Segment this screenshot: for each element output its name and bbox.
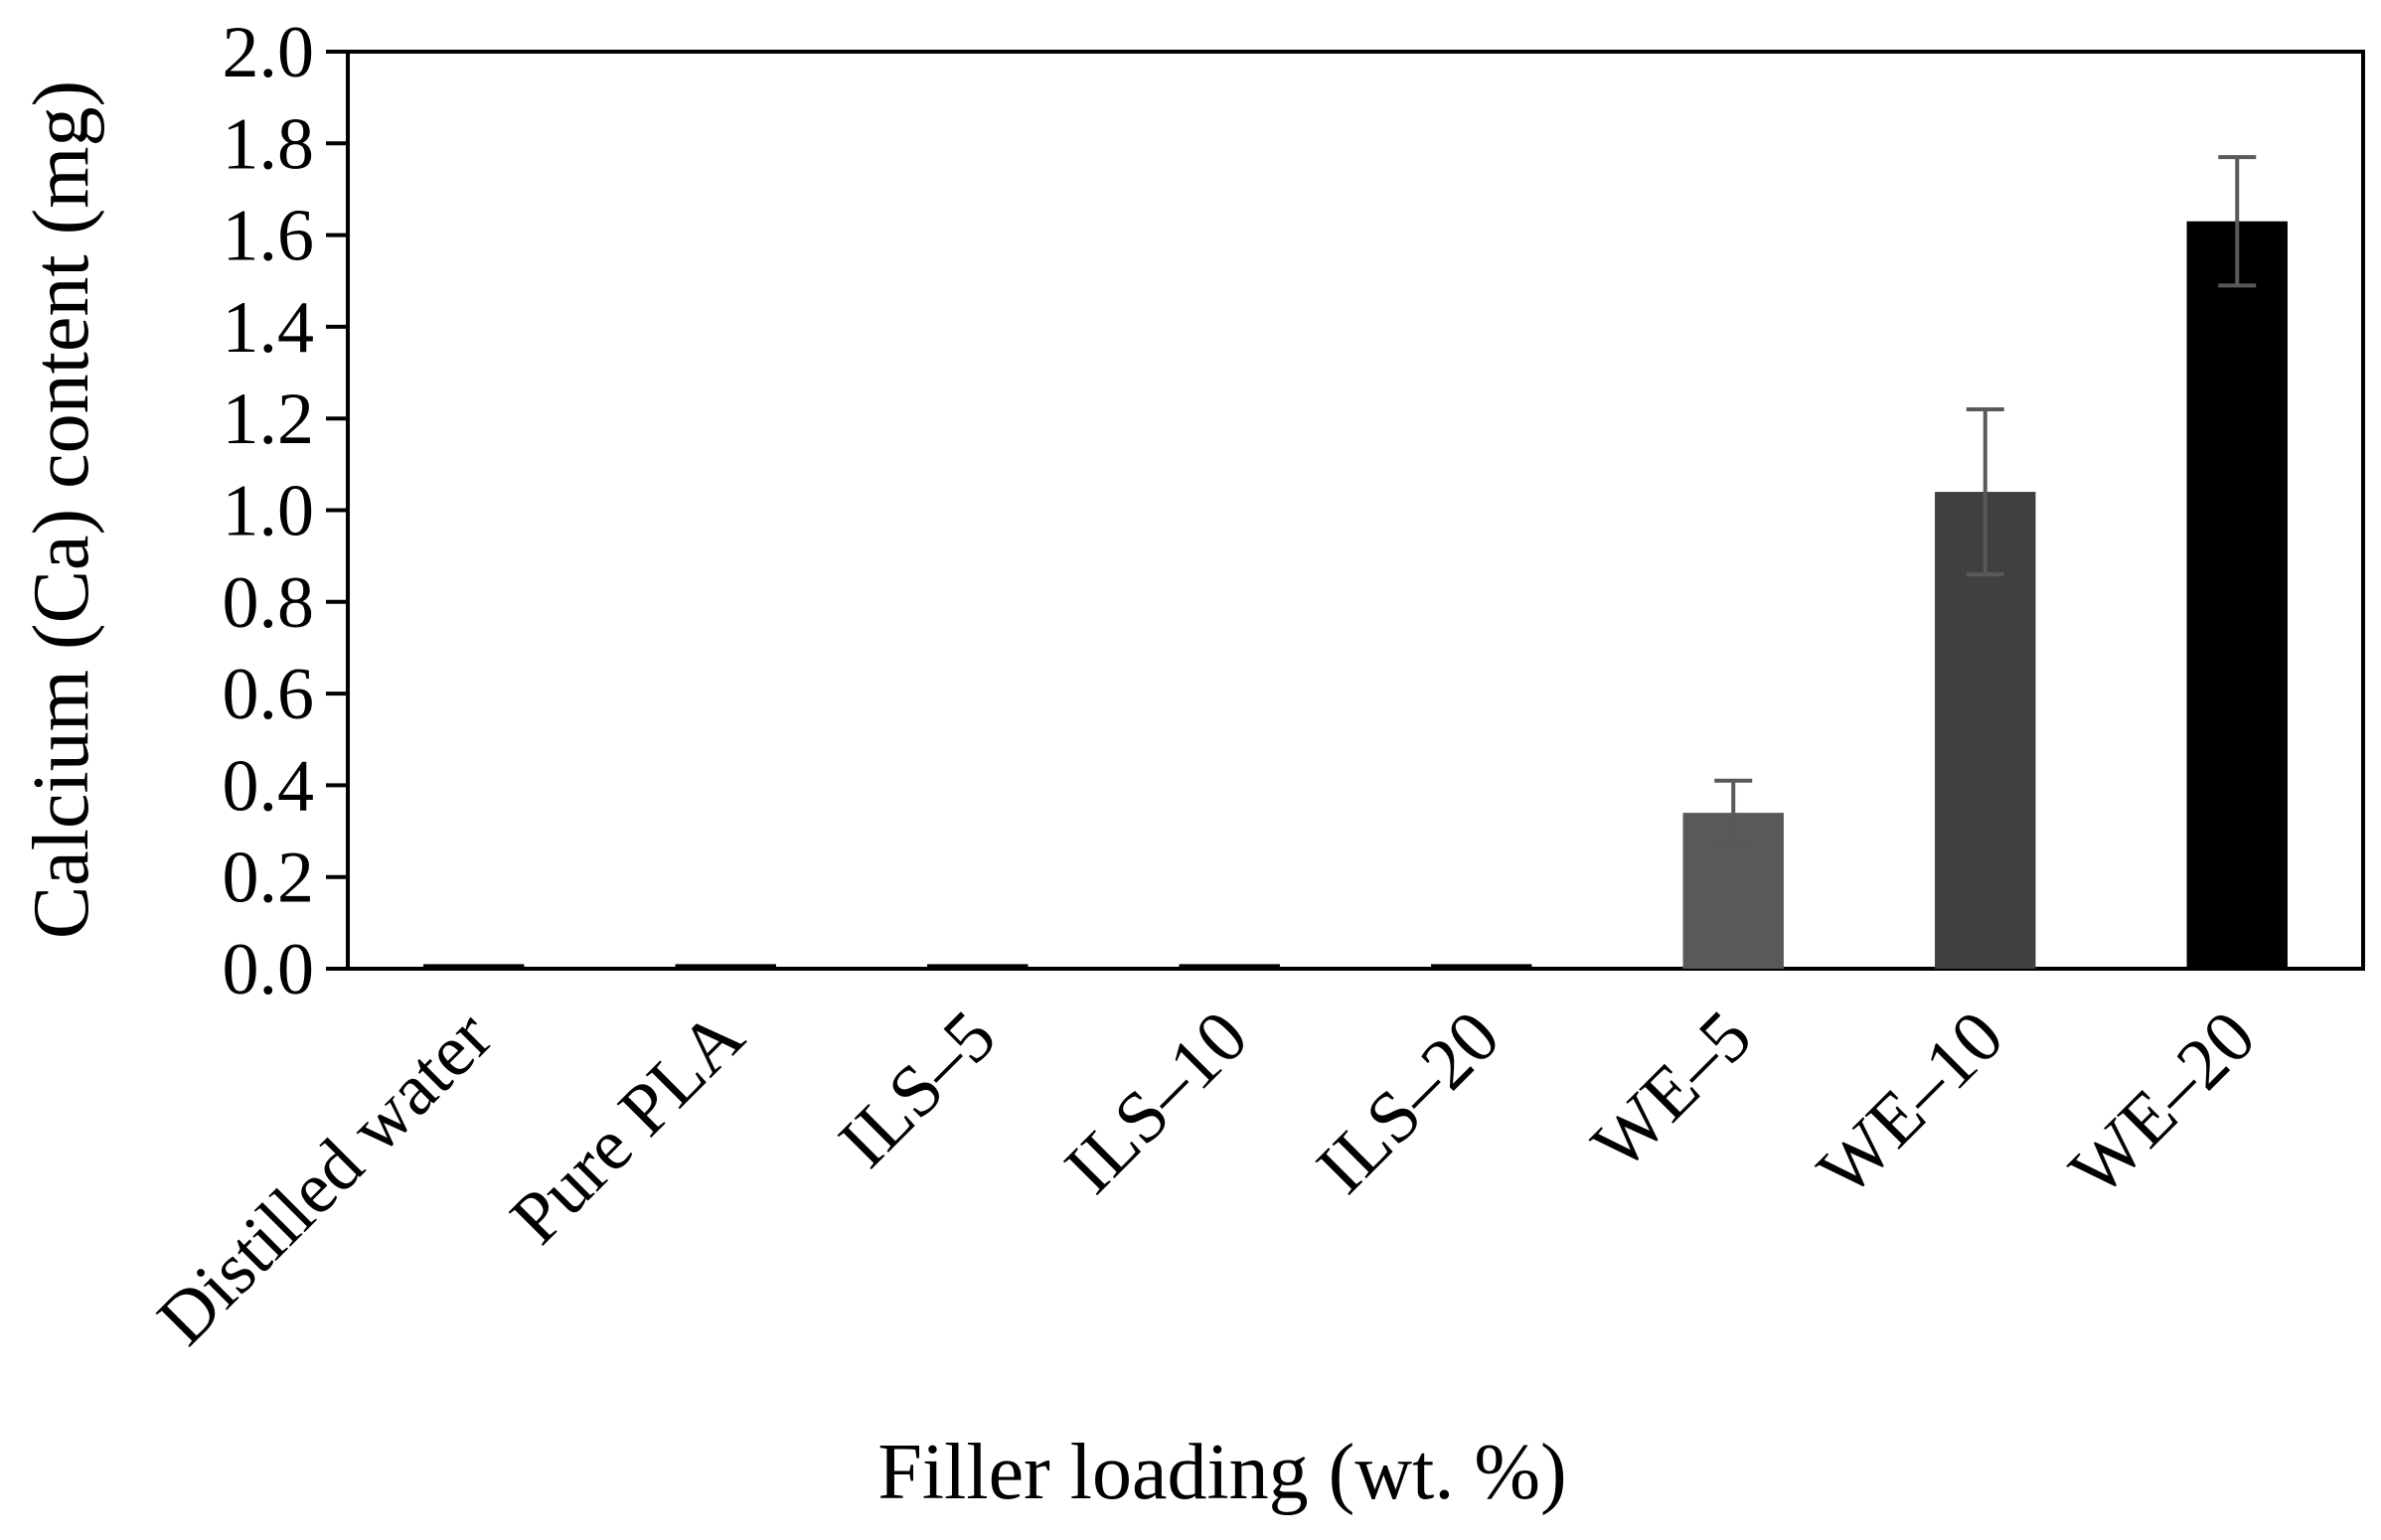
- x-tick-label: WE–10: [1803, 996, 2019, 1212]
- x-tick-label: WE–5: [1577, 996, 1768, 1186]
- y-tick-label: 0.0: [223, 929, 315, 1010]
- y-tick-label: 1.6: [223, 196, 315, 277]
- x-tick-label: ILS–10: [1049, 996, 1263, 1209]
- y-tick-label: 0.2: [223, 838, 315, 919]
- y-tick-label: 1.0: [223, 471, 315, 552]
- y-tick-label: 0.6: [223, 654, 315, 735]
- bar: [1179, 964, 1280, 969]
- x-tick-label: Pure PLA: [495, 996, 759, 1260]
- y-tick-label: 1.8: [223, 103, 315, 185]
- x-tick-label: WE–20: [2054, 996, 2271, 1212]
- bar: [423, 964, 525, 969]
- y-tick-label: 1.2: [223, 379, 315, 460]
- y-tick-label: 2.0: [223, 12, 315, 93]
- bar: [675, 964, 776, 969]
- bars: [423, 221, 2288, 969]
- x-axis-title: Filler loading (wt. %): [877, 1429, 1566, 1516]
- y-tick-label: 0.4: [223, 745, 315, 827]
- y-tick-label: 1.4: [223, 287, 315, 369]
- x-tick-label: Distilled water: [142, 996, 507, 1360]
- x-tick-label: ILS–20: [1302, 996, 1515, 1209]
- plot-area: [346, 50, 2365, 971]
- x-tick-label: ILS–5: [824, 996, 1012, 1183]
- bar: [927, 964, 1029, 969]
- y-axis-ticks: 0.0 0.2 0.4 0.6 0.8 1.0 1.2 1.4 1.6 1.8 2.0: [223, 12, 348, 1010]
- bar: [1431, 964, 1532, 969]
- y-axis-title: Calcium (Ca) content (mg): [18, 80, 105, 939]
- bar: [2186, 221, 2288, 969]
- y-tick-label: 0.8: [223, 562, 315, 644]
- error-bars: [1714, 155, 2257, 847]
